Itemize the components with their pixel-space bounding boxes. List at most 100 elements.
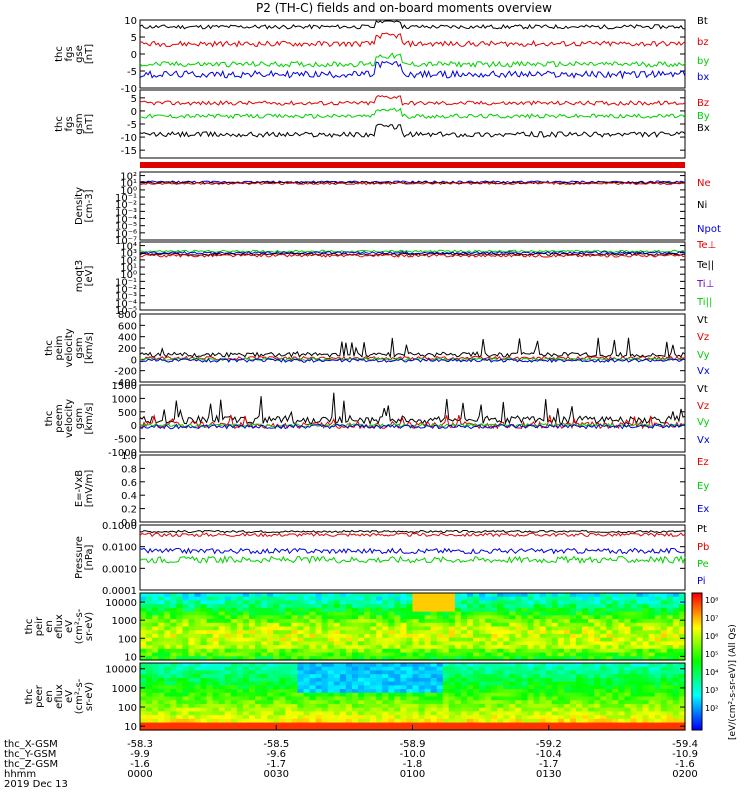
spectrogram-cell xyxy=(648,700,656,705)
spectrogram-cell xyxy=(267,615,274,620)
spectrogram-cell xyxy=(158,715,165,720)
spectrogram-cell xyxy=(358,711,365,716)
spectrogram-cell xyxy=(642,652,650,657)
spectrogram-cell xyxy=(339,607,347,613)
spectrogram-cell xyxy=(648,670,656,675)
spectrogram-cell xyxy=(164,633,171,639)
spectrogram-cell xyxy=(630,715,638,720)
spectrogram-cell xyxy=(267,637,274,642)
spectrogram-cell xyxy=(236,700,244,705)
spectrogram-cell xyxy=(642,641,650,646)
spectrogram-cell xyxy=(218,645,226,650)
spectrogram-cell xyxy=(460,611,468,616)
spectrogram-cell xyxy=(642,648,650,654)
spectrogram-cell xyxy=(430,689,438,694)
spectrogram-cell xyxy=(158,703,165,709)
spectrogram-cell xyxy=(551,633,559,639)
spectrogram-cell xyxy=(582,718,589,724)
spectrogram-cell xyxy=(454,619,462,624)
spectrogram-cell xyxy=(212,641,220,646)
spectrogram-cell xyxy=(485,656,492,661)
spectrogram-cell xyxy=(249,692,256,698)
spectrogram-cell xyxy=(521,619,529,624)
spectrogram-cell xyxy=(660,670,668,675)
spectrogram-cell xyxy=(158,619,165,624)
legend-entry: bx xyxy=(697,72,709,83)
spectrogram-cell xyxy=(358,622,365,628)
spectrogram-cell xyxy=(400,666,408,672)
spectrogram-cell xyxy=(230,637,238,642)
spectrogram-cell xyxy=(539,611,547,616)
spectrogram-cell xyxy=(527,715,535,720)
spectrogram-cell xyxy=(606,607,613,613)
spectrogram-cell xyxy=(576,607,583,613)
spectrogram-cell xyxy=(545,700,553,705)
spectrogram-cell xyxy=(515,637,523,642)
spectrogram-cell xyxy=(285,722,292,727)
spectrogram-cell xyxy=(460,722,468,727)
y-tick-label: 10¹ xyxy=(120,179,137,190)
spectrogram-cell xyxy=(666,656,674,661)
colorbar-cell xyxy=(692,711,702,715)
spectrogram-cell xyxy=(218,666,226,672)
spectrogram-cell xyxy=(158,622,165,628)
spectrogram-cell xyxy=(412,637,420,642)
spectrogram-cell xyxy=(436,633,444,639)
spectrogram-cell xyxy=(370,666,377,672)
spectrogram-cell xyxy=(636,637,644,642)
spectrogram-cell xyxy=(285,596,292,602)
spectrogram-cell xyxy=(351,692,359,698)
spectrogram-cell xyxy=(624,722,632,727)
spectrogram-cell xyxy=(491,596,498,602)
spectrogram-cell xyxy=(212,715,220,720)
spectrogram-cell xyxy=(333,707,341,712)
spectrogram-cell xyxy=(630,656,638,661)
spectrogram-cell xyxy=(146,641,153,646)
spectrogram-cell xyxy=(545,604,553,609)
spectrogram-cell xyxy=(467,630,474,635)
spectrogram-cell xyxy=(176,607,183,613)
spectrogram-cell xyxy=(206,703,214,709)
spectrogram-cell xyxy=(606,637,613,642)
spectrogram-cell xyxy=(333,596,341,602)
spectrogram-cell xyxy=(249,726,256,731)
spectrogram-cell xyxy=(618,663,626,668)
spectrogram-cell xyxy=(309,663,317,668)
spectrogram-cell xyxy=(442,718,450,724)
spectrogram-cell xyxy=(479,645,486,650)
spectrogram-cell xyxy=(642,604,650,609)
spectrogram-cell xyxy=(273,652,280,657)
spectrogram-cell xyxy=(400,656,408,661)
spectrogram-cell xyxy=(509,622,517,628)
spectrogram-cell xyxy=(606,674,613,679)
spectrogram-cell xyxy=(176,703,183,709)
y-axis-label-line: [mV/m] xyxy=(84,470,95,508)
spectrogram-cell xyxy=(224,633,232,639)
spectrogram-cell xyxy=(624,674,632,679)
spectrogram-cell xyxy=(594,681,601,686)
series-trace xyxy=(139,554,686,565)
colorbar-cell xyxy=(692,670,702,674)
spectrogram-cell xyxy=(678,607,686,613)
spectrogram-cell xyxy=(418,692,426,698)
spectrogram-cell xyxy=(594,674,601,679)
spectrogram-cell xyxy=(176,700,183,705)
spectrogram-cell xyxy=(297,726,305,731)
y-tick-label: 10⁻⁶ xyxy=(115,229,137,240)
colorbar-cell xyxy=(692,608,702,612)
y-axis-label-line: (cm²-s- xyxy=(74,608,85,644)
spectrogram-cell xyxy=(285,615,292,620)
spectrogram-cell xyxy=(321,656,329,661)
spectrogram-cell xyxy=(442,703,450,709)
spectrogram-cell xyxy=(146,685,153,690)
spectrogram-cell xyxy=(351,641,359,646)
spectrogram-cell xyxy=(600,666,607,672)
spectrogram-cell xyxy=(394,722,401,727)
spectrogram-cell xyxy=(158,656,165,661)
spectrogram-cell xyxy=(194,630,202,635)
spectrogram-cell xyxy=(454,600,462,605)
spectrogram-cell xyxy=(539,707,547,712)
spectrogram-cell xyxy=(230,677,238,683)
spectrogram-cell xyxy=(345,600,353,605)
spectrogram-cell xyxy=(600,715,607,720)
